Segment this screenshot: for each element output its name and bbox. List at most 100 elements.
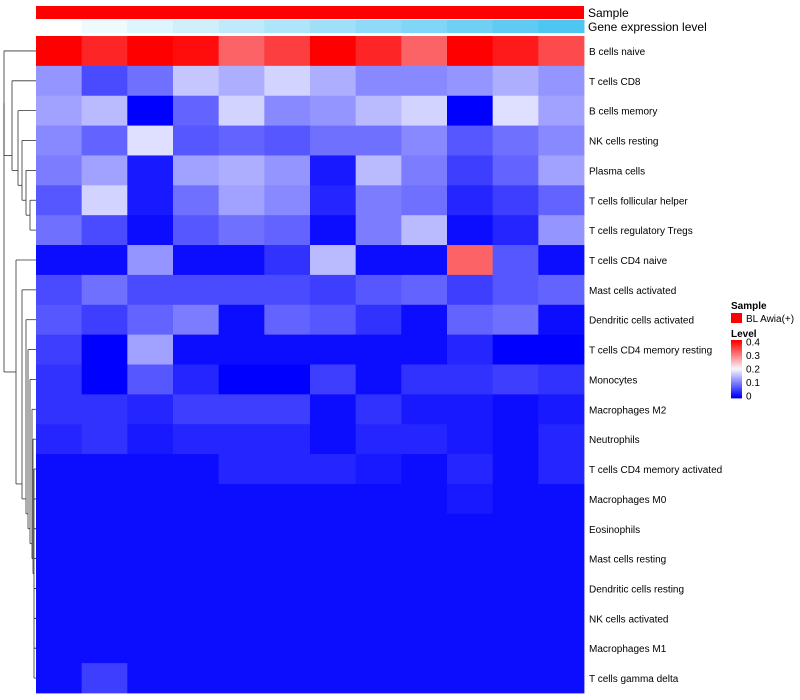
- heatmap-cell: [218, 274, 265, 306]
- heatmap-cell: [310, 603, 357, 634]
- heatmap-cell: [447, 65, 494, 97]
- heatmap-cell: [127, 663, 174, 694]
- heatmap-cell: [538, 364, 585, 395]
- annotation-level-cell: [264, 20, 311, 33]
- heatmap-cell: [127, 424, 174, 455]
- colorbar-step: [731, 355, 742, 358]
- legend-sample-label: BL Awia(+): [746, 314, 794, 325]
- row-label: Macrophages M0: [589, 495, 667, 506]
- colorbar-step: [731, 344, 742, 347]
- annotation-level-cell: [355, 20, 402, 33]
- colorbar-step: [731, 354, 742, 357]
- heatmap-cell: [401, 663, 448, 694]
- row-label: Mast cells resting: [589, 555, 666, 566]
- heatmap-cell: [218, 125, 265, 156]
- heatmap-cell: [218, 364, 265, 395]
- heatmap-cell: [401, 483, 448, 515]
- colorbar-step: [731, 340, 742, 342]
- heatmap-cell: [81, 483, 128, 515]
- heatmap-cell: [81, 304, 128, 336]
- heatmap-cell: [81, 185, 128, 216]
- heatmap-cell: [401, 95, 448, 126]
- colorbar-tick-label: 0.1: [746, 378, 760, 389]
- heatmap-cell: [447, 603, 494, 634]
- heatmap-cell: [447, 185, 494, 216]
- heatmap-cell: [127, 513, 174, 545]
- colorbar-tick-label: 0.3: [746, 351, 760, 362]
- heatmap-cell: [401, 245, 448, 276]
- heatmap-cell: [127, 603, 174, 634]
- colorbar-step: [731, 379, 742, 381]
- heatmap-cell: [264, 603, 311, 634]
- heatmap-cell: [218, 245, 265, 276]
- heatmap-cell: [401, 573, 448, 604]
- heatmap-cell: [81, 454, 128, 485]
- heatmap-cell: [538, 573, 585, 604]
- heatmap-cell: [264, 573, 311, 604]
- heatmap-cell: [173, 95, 220, 126]
- heatmap-cell: [492, 543, 539, 574]
- heatmap-cell: [355, 483, 402, 515]
- heatmap-cell: [492, 573, 539, 604]
- heatmap-cell: [538, 274, 585, 306]
- colorbar-step: [731, 353, 742, 355]
- heatmap-cell: [127, 304, 174, 336]
- heatmap-cell: [538, 603, 585, 634]
- heatmap-cell: [401, 513, 448, 545]
- heatmap-cell: [218, 663, 265, 694]
- heatmap-cell: [218, 95, 265, 126]
- heatmap-cell: [81, 513, 128, 545]
- colorbar-step: [731, 384, 742, 387]
- heatmap-cell: [355, 394, 402, 425]
- heatmap-cell: [173, 36, 220, 67]
- heatmap-cell: [538, 394, 585, 425]
- colorbar-step: [731, 360, 742, 363]
- heatmap-cell: [264, 513, 311, 545]
- heatmap-cell: [264, 274, 311, 306]
- heatmap-cell: [447, 155, 494, 186]
- colorbar-step: [731, 374, 742, 377]
- heatmap-cell: [218, 454, 265, 485]
- heatmap-cell: [173, 483, 220, 515]
- heatmap-cell: [36, 155, 83, 186]
- heatmap-cell: [127, 95, 174, 126]
- heatmap-cell: [264, 663, 311, 694]
- heatmap-cell: [310, 364, 357, 395]
- heatmap-cell: [492, 364, 539, 395]
- heatmap-cell: [310, 633, 357, 664]
- heatmap-cell: [310, 215, 357, 246]
- annotation-label-gene-expression-level: Gene expression level: [588, 20, 707, 34]
- heatmap-cell: [355, 65, 402, 97]
- heatmap-cell: [538, 215, 585, 246]
- heatmap-cell: [264, 454, 311, 485]
- heatmap-cell: [173, 364, 220, 395]
- heatmap-cell: [264, 304, 311, 336]
- colorbar-tick-label: 0: [746, 392, 752, 403]
- heatmap-cell: [36, 364, 83, 395]
- heatmap-cell: [492, 245, 539, 276]
- heatmap-cell: [538, 95, 585, 126]
- colorbar-step: [731, 341, 742, 344]
- heatmap-cell: [127, 245, 174, 276]
- heatmap-cell: [447, 394, 494, 425]
- heatmap-cell: [81, 424, 128, 455]
- heatmap-cell: [81, 663, 128, 694]
- heatmap-cell: [218, 633, 265, 664]
- heatmap-cell: [492, 454, 539, 485]
- row-labels: B cells naive T cells CD8 B cells memory NK…: [589, 47, 722, 685]
- heatmap-cell: [492, 155, 539, 186]
- heatmap-cell: [173, 424, 220, 455]
- heatmap-cell: [538, 185, 585, 216]
- heatmap-cell: [36, 543, 83, 574]
- heatmap-cell: [264, 543, 311, 574]
- row-label: NK cells activated: [589, 614, 668, 625]
- heatmap-cell: [81, 125, 128, 156]
- heatmap-cell: [36, 185, 83, 216]
- colorbar-step: [731, 371, 742, 374]
- heatmap-cell: [127, 215, 174, 246]
- heatmap-cell: [310, 513, 357, 545]
- heatmap-cell: [538, 334, 585, 365]
- heatmap-cell: [81, 274, 128, 306]
- heatmap-cell: [264, 65, 311, 97]
- colorbar-step: [731, 387, 742, 390]
